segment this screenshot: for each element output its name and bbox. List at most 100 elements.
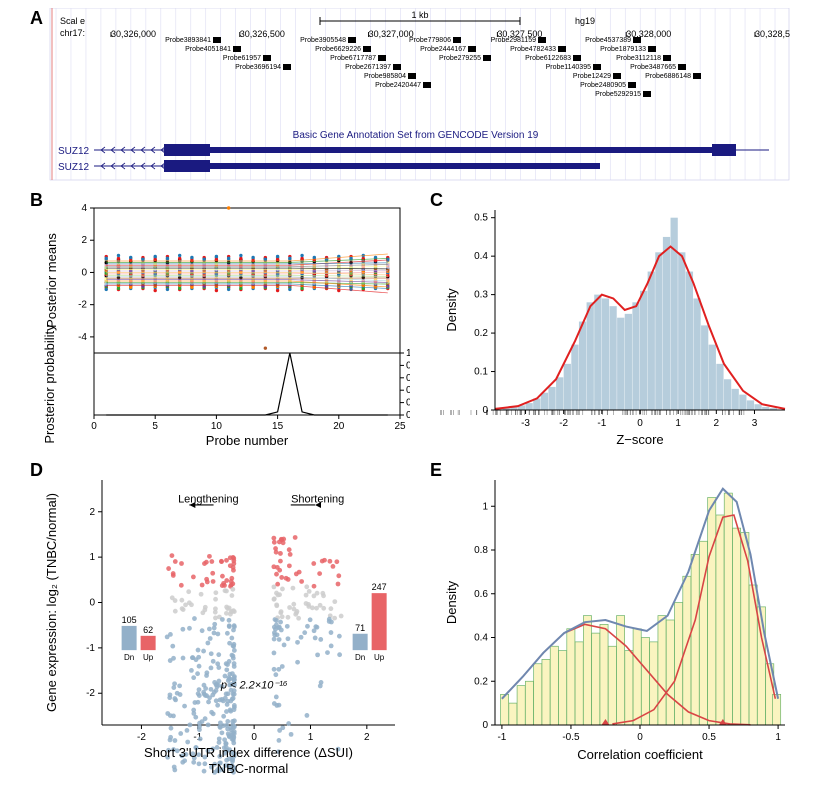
svg-text:20: 20 — [333, 421, 345, 432]
svg-text:-1: -1 — [86, 643, 95, 654]
svg-text:1: 1 — [406, 348, 410, 359]
svg-text:SUZ12: SUZ12 — [58, 146, 90, 157]
svg-text:25: 25 — [394, 421, 406, 432]
svg-text:Probe3112118: Probe3112118 — [616, 55, 661, 62]
svg-text:Probe1879133: Probe1879133 — [600, 46, 646, 53]
svg-text:1: 1 — [482, 501, 488, 512]
svg-text:Basic Gene Annotation Set from: Basic Gene Annotation Set from GENCODE V… — [293, 130, 539, 141]
svg-text:0.8: 0.8 — [406, 360, 410, 371]
svg-text:Probe1140395: Probe1140395 — [546, 64, 592, 71]
svg-text:0: 0 — [637, 732, 643, 743]
svg-text:chr17:: chr17: — [60, 28, 85, 38]
svg-text:-1: -1 — [497, 732, 506, 743]
panel-a-svg: Scal e chr17: 1 kb hg19 30,326,000 30,326,500… — [30, 8, 790, 183]
svg-text:Probe2420447: Probe2420447 — [375, 82, 421, 89]
svg-text:Probe3487665: Probe3487665 — [630, 64, 676, 71]
svg-text:-4: -4 — [78, 332, 87, 343]
svg-text:-0.5: -0.5 — [562, 732, 580, 743]
svg-text:0.1: 0.1 — [474, 367, 488, 378]
svg-text:Probe2981159: Probe2981159 — [491, 37, 537, 44]
svg-text:Probe4782433: Probe4782433 — [510, 46, 556, 53]
svg-text:Up: Up — [374, 653, 385, 662]
panel-c-svg: -3-2-1012300.10.20.30.40.5Z−scoreDensity — [440, 200, 800, 450]
svg-text:3: 3 — [752, 418, 758, 429]
svg-text:Density: Density — [444, 580, 459, 624]
svg-text:Prosterior probability: Prosterior probability — [42, 324, 57, 444]
svg-text:1 kb: 1 kb — [411, 10, 428, 20]
svg-text:0: 0 — [251, 732, 257, 743]
svg-text:Probe6629226: Probe6629226 — [315, 46, 361, 53]
svg-text:0.4: 0.4 — [474, 251, 488, 262]
svg-text:1: 1 — [89, 552, 95, 563]
svg-text:1: 1 — [675, 418, 681, 429]
svg-text:Probe4537389: Probe4537389 — [585, 37, 631, 44]
svg-text:2: 2 — [89, 507, 95, 518]
svg-text:Posterior means: Posterior means — [44, 233, 59, 328]
svg-text:0.4: 0.4 — [474, 633, 488, 644]
svg-text:0: 0 — [637, 418, 643, 429]
svg-text:Probe12429: Probe12429 — [573, 73, 611, 80]
svg-text:Dn: Dn — [124, 653, 134, 662]
svg-text:Z−score: Z−score — [616, 432, 663, 447]
svg-text:Gene expression: log₂ (TNBC/no: Gene expression: log₂ (TNBC/normal) — [44, 493, 59, 712]
svg-text:5: 5 — [152, 421, 158, 432]
svg-text:Up: Up — [143, 653, 154, 662]
svg-text:p < 2.2×10⁻¹⁶: p < 2.2×10⁻¹⁶ — [220, 680, 288, 692]
svg-text:1: 1 — [775, 732, 781, 743]
svg-text:Probe279255: Probe279255 — [439, 55, 481, 62]
svg-text:Probe2480905: Probe2480905 — [580, 82, 626, 89]
panel-b-svg: -4-2024Posterior means00.20.40.60.810510… — [40, 200, 410, 450]
svg-text:hg19: hg19 — [575, 16, 595, 26]
svg-text:Probe3905548: Probe3905548 — [300, 37, 346, 44]
svg-text:Probe779806: Probe779806 — [409, 37, 451, 44]
svg-text:4: 4 — [81, 203, 87, 214]
svg-text:Correlation coefficient: Correlation coefficient — [577, 747, 703, 762]
svg-text:Lengthening: Lengthening — [178, 494, 239, 506]
svg-text:Probe2671397: Probe2671397 — [345, 64, 391, 71]
svg-text:0.5: 0.5 — [474, 213, 488, 224]
svg-text:Probe3696194: Probe3696194 — [235, 64, 281, 71]
svg-text:Probe5292915: Probe5292915 — [595, 91, 641, 98]
svg-text:0.6: 0.6 — [406, 373, 410, 384]
svg-text:2: 2 — [81, 235, 87, 246]
svg-text:0: 0 — [91, 421, 97, 432]
svg-text:30,328,000: 30,328,000 — [626, 29, 671, 39]
svg-text:247: 247 — [372, 582, 387, 592]
svg-text:1: 1 — [308, 732, 314, 743]
svg-text:-2: -2 — [137, 732, 146, 743]
svg-text:-2: -2 — [78, 300, 87, 311]
svg-text:0: 0 — [89, 598, 95, 609]
svg-text:0.4: 0.4 — [406, 385, 410, 396]
svg-text:0.6: 0.6 — [474, 589, 488, 600]
svg-text:0.2: 0.2 — [474, 676, 488, 687]
panel-d-svg: -2-1012-2-1012LengtheningShorteningp < 2… — [40, 470, 410, 790]
svg-text:2: 2 — [364, 732, 370, 743]
svg-text:Probe6886148: Probe6886148 — [645, 73, 691, 80]
svg-text:30,327,000: 30,327,000 — [369, 29, 414, 39]
svg-text:10: 10 — [211, 421, 223, 432]
svg-text:0.2: 0.2 — [474, 328, 488, 339]
svg-text:-1: -1 — [597, 418, 606, 429]
svg-text:Scal e: Scal e — [60, 16, 85, 26]
svg-text:0: 0 — [81, 267, 87, 278]
svg-text:Probe6717787: Probe6717787 — [330, 55, 376, 62]
svg-text:SUZ12: SUZ12 — [58, 162, 90, 173]
svg-text:Probe4051841: Probe4051841 — [185, 46, 231, 53]
svg-text:71: 71 — [355, 623, 365, 633]
svg-text:30,326,000: 30,326,000 — [111, 29, 156, 39]
svg-text:TNBC-normal: TNBC-normal — [209, 761, 289, 776]
svg-text:-3: -3 — [521, 418, 530, 429]
svg-text:Short 3'UTR index difference (: Short 3'UTR index difference (ΔSUI) — [144, 745, 353, 760]
svg-text:62: 62 — [143, 625, 153, 635]
svg-text:Probe6122683: Probe6122683 — [525, 55, 571, 62]
svg-text:0.3: 0.3 — [474, 290, 488, 301]
svg-text:Probe number: Probe number — [206, 433, 289, 448]
svg-text:0.8: 0.8 — [474, 545, 488, 556]
panel-e-svg: -1-0.500.5100.20.40.60.81Correlation coe… — [440, 470, 800, 790]
svg-text:105: 105 — [122, 615, 137, 625]
svg-text:Dn: Dn — [355, 653, 365, 662]
svg-text:30,326,500: 30,326,500 — [240, 29, 285, 39]
svg-text:0: 0 — [482, 405, 488, 416]
svg-text:-2: -2 — [559, 418, 568, 429]
svg-text:Probe61957: Probe61957 — [223, 55, 261, 62]
